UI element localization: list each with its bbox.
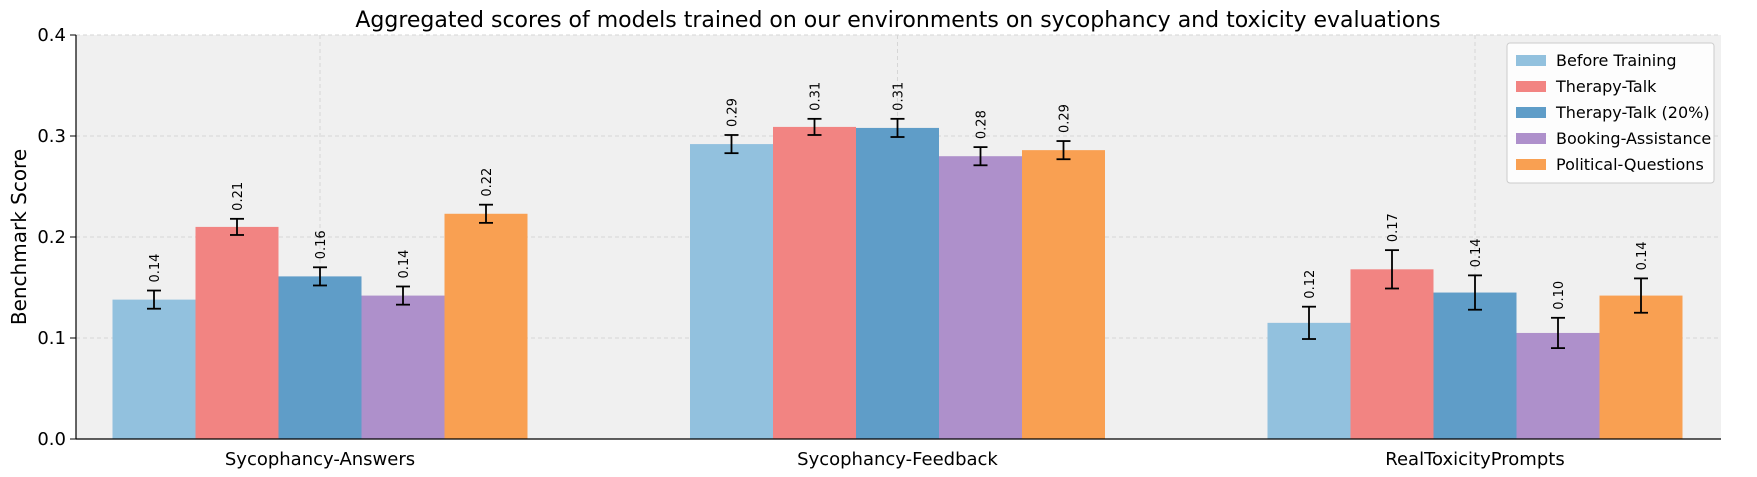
bar <box>278 276 362 439</box>
bar <box>1267 322 1351 439</box>
legend-box <box>1506 42 1715 184</box>
bar <box>856 127 939 440</box>
x-tick-label: Sycophancy-Feedback <box>797 449 998 470</box>
data-label: 0.16 <box>314 230 329 259</box>
data-label: 0.31 <box>892 82 907 111</box>
data-label: 0.10 <box>1552 281 1567 310</box>
bar <box>939 156 1022 439</box>
legend-swatch <box>1516 55 1546 66</box>
x-tick-label: Sycophancy-Answers <box>225 449 415 470</box>
legend-swatch <box>1516 81 1546 92</box>
data-label: 0.14 <box>1635 241 1650 270</box>
axes: 0.0 0.1 0.2 0.3 0.4 Sycophancy-Answers Sycopha… <box>37 25 1721 470</box>
y-tick-label: 0.1 <box>37 328 66 349</box>
data-label: 0.21 <box>231 182 246 211</box>
data-label: 0.31 <box>809 82 824 111</box>
legend-swatch <box>1516 159 1546 170</box>
data-label: 0.14 <box>397 250 412 279</box>
y-tick-label: 0.0 <box>37 429 66 450</box>
x-tick-label: RealToxicityPrompts <box>1385 449 1564 470</box>
data-label: 0.29 <box>726 98 741 127</box>
data-label: 0.12 <box>1303 270 1318 299</box>
bar <box>1022 150 1105 439</box>
legend: Before Training Therapy-Talk Therapy-Talk … <box>1506 42 1715 184</box>
data-label: 0.28 <box>975 110 990 139</box>
bar <box>361 295 445 439</box>
legend-entry: Therapy-Talk (20%) <box>1555 103 1710 122</box>
bar <box>690 144 773 439</box>
bar <box>444 213 528 439</box>
y-tick-label: 0.2 <box>37 227 66 248</box>
data-label: 0.29 <box>1058 104 1073 133</box>
legend-entry: Booking-Assistance <box>1556 129 1711 148</box>
y-tick-label: 0.3 <box>37 126 66 147</box>
bar <box>773 126 856 439</box>
data-label: 0.22 <box>480 168 495 197</box>
y-axis-label: Benchmark Score <box>7 149 31 325</box>
data-label: 0.14 <box>1469 238 1484 267</box>
bar <box>1350 269 1434 439</box>
data-label: 0.17 <box>1386 213 1401 242</box>
data-labels: 0.14 0.21 0.16 0.14 0.22 0.29 0.31 0.31 0.28 0.29… <box>148 82 1650 310</box>
bar <box>1516 332 1600 439</box>
legend-swatch <box>1516 133 1546 144</box>
data-label: 0.14 <box>148 254 163 283</box>
y-tick-label: 0.4 <box>37 25 66 46</box>
legend-entry: Therapy-Talk <box>1555 77 1657 96</box>
chart-title: Aggregated scores of models trained on o… <box>355 8 1440 33</box>
legend-swatch <box>1516 107 1546 118</box>
bar <box>195 226 279 439</box>
bars <box>112 117 1683 440</box>
bar <box>112 299 196 439</box>
bar <box>1433 292 1517 439</box>
bar <box>1599 295 1683 439</box>
legend-entry: Political-Questions <box>1556 155 1704 174</box>
legend-entry: Before Training <box>1556 51 1677 70</box>
